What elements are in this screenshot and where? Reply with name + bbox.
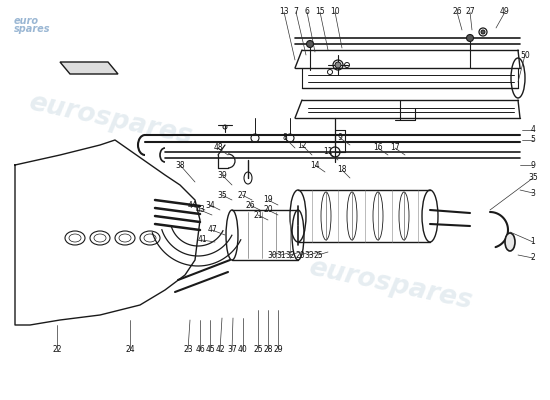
Text: 20: 20 (295, 250, 305, 260)
Text: 31: 31 (276, 250, 286, 260)
Text: eurospares: eurospares (306, 255, 474, 315)
Text: 20: 20 (263, 206, 273, 214)
Text: 27: 27 (237, 190, 247, 200)
Text: 7: 7 (294, 8, 299, 16)
Text: 4: 4 (531, 126, 536, 134)
Text: 40: 40 (238, 346, 248, 354)
Text: 22: 22 (52, 346, 62, 354)
Text: 26: 26 (245, 200, 255, 210)
Text: 43: 43 (195, 206, 205, 214)
Text: 29: 29 (273, 346, 283, 354)
Text: 33: 33 (304, 250, 314, 260)
Text: 21: 21 (253, 210, 263, 220)
Text: 3: 3 (531, 188, 536, 198)
Text: 5: 5 (531, 136, 536, 144)
Text: 10: 10 (330, 8, 340, 16)
Text: 25: 25 (253, 346, 263, 354)
Text: 49: 49 (500, 8, 510, 16)
Text: 32: 32 (285, 250, 295, 260)
Text: 30: 30 (267, 250, 277, 260)
Text: 2: 2 (531, 254, 535, 262)
Text: 26: 26 (452, 8, 462, 16)
Text: 34: 34 (205, 200, 215, 210)
Text: euro: euro (14, 16, 39, 26)
Text: 18: 18 (337, 166, 346, 174)
Text: 25: 25 (313, 250, 323, 260)
Text: 35: 35 (217, 190, 227, 200)
Ellipse shape (505, 233, 515, 251)
Text: 1: 1 (531, 238, 535, 246)
Text: 8: 8 (283, 134, 287, 142)
Text: 44: 44 (187, 200, 197, 210)
Text: 37: 37 (227, 346, 237, 354)
Circle shape (466, 34, 474, 42)
Text: 24: 24 (125, 346, 135, 354)
Text: 39: 39 (217, 170, 227, 180)
Text: 28: 28 (263, 346, 273, 354)
Text: 45: 45 (205, 346, 215, 354)
Text: 38: 38 (175, 160, 185, 170)
Text: 23: 23 (183, 346, 193, 354)
Text: 13: 13 (279, 8, 289, 16)
Text: 35: 35 (528, 174, 538, 182)
Text: 41: 41 (197, 236, 207, 244)
Circle shape (481, 30, 485, 34)
Polygon shape (60, 62, 118, 74)
Text: 14: 14 (310, 160, 320, 170)
Text: 15: 15 (315, 8, 325, 16)
Text: 12: 12 (297, 140, 307, 150)
Text: 47: 47 (207, 226, 217, 234)
Text: 16: 16 (373, 144, 383, 152)
Circle shape (335, 62, 341, 68)
Text: 19: 19 (263, 196, 273, 204)
Text: 42: 42 (215, 346, 225, 354)
Text: 50: 50 (520, 50, 530, 60)
Circle shape (306, 40, 313, 48)
Text: 46: 46 (195, 346, 205, 354)
Text: 27: 27 (465, 8, 475, 16)
Text: 17: 17 (390, 144, 400, 152)
Text: 11: 11 (323, 148, 333, 156)
Text: spares: spares (14, 24, 51, 34)
Text: eurospares: eurospares (26, 90, 194, 150)
Text: 9: 9 (531, 160, 536, 170)
Text: 48: 48 (213, 144, 223, 152)
Text: 6: 6 (305, 8, 310, 16)
Text: 9: 9 (338, 134, 343, 142)
